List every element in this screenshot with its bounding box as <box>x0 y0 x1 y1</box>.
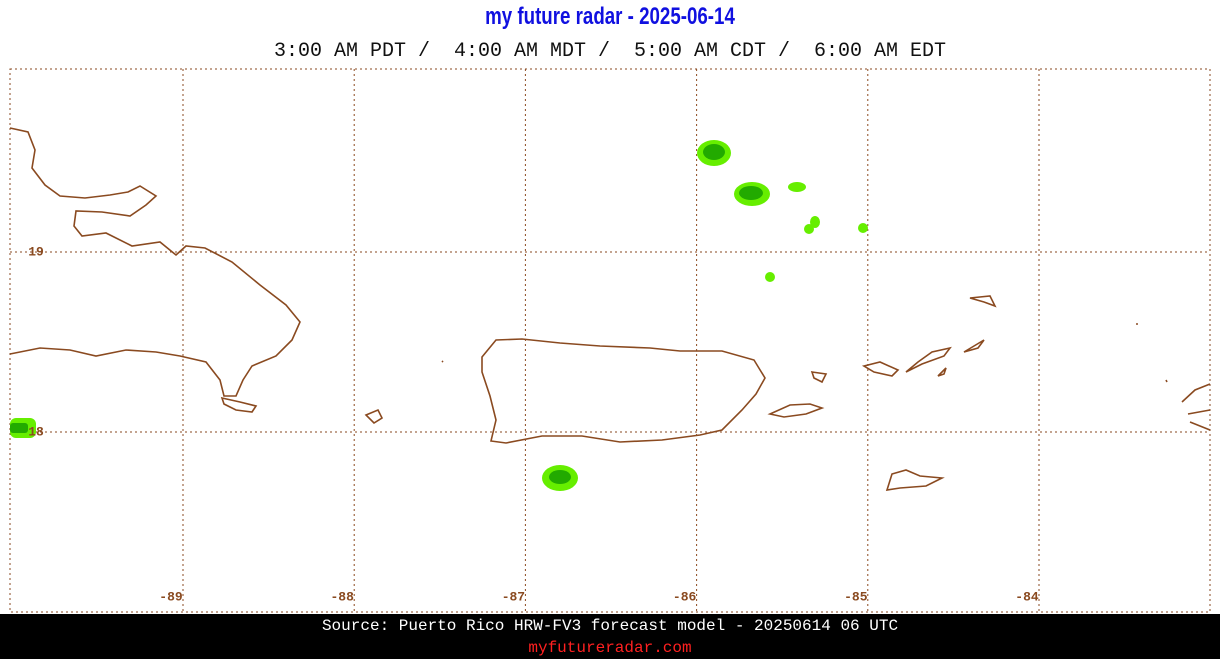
radar-echo <box>804 224 814 234</box>
longitude-label: -85 <box>844 589 868 604</box>
vieques <box>767 403 825 418</box>
site-url: myfutureradar.com <box>528 639 692 657</box>
hispaniola <box>9 127 301 397</box>
radar-echo <box>739 186 763 200</box>
east-islands <box>441 323 1211 431</box>
grid <box>9 68 1211 613</box>
mona <box>364 408 384 425</box>
map-border <box>9 68 1211 613</box>
latitude-label: 19 <box>28 244 44 259</box>
puerto-rico <box>481 338 766 444</box>
saona <box>220 396 258 413</box>
longitude-label: -88 <box>330 589 354 604</box>
radar <box>10 140 868 491</box>
footer: Source: Puerto Rico HRW-FV3 forecast mod… <box>0 614 1220 659</box>
longitude-label: -87 <box>502 589 525 604</box>
radar-echo <box>858 223 868 233</box>
radar-echo <box>549 470 571 484</box>
longitude-label: -89 <box>159 589 183 604</box>
radar-echo <box>703 144 725 160</box>
st-croix <box>885 469 945 491</box>
coastlines <box>9 127 1211 491</box>
grid-labels: -89 -88 -87 -86 -85 -84 19 18 <box>28 244 1039 604</box>
radar-echo <box>810 216 820 228</box>
tortola <box>905 339 985 377</box>
latitude-label: 18 <box>28 424 44 439</box>
radar-echo <box>788 182 806 192</box>
longitude-label: -84 <box>1015 589 1039 604</box>
source: Source: Puerto Rico HRW-FV3 forecast mod… <box>321 617 899 635</box>
map: -89 -88 -87 -86 -85 -84 19 18 <box>9 68 1211 613</box>
st-thomas <box>861 361 900 377</box>
radar-echo <box>765 272 775 282</box>
radar-echo <box>10 423 28 433</box>
culebra <box>810 371 828 384</box>
anegada <box>969 295 997 308</box>
title: my future radar - 2025-06-14 <box>485 3 735 30</box>
longitude-label: -86 <box>673 589 697 604</box>
time-zones: 3:00 AM PDT / 4:00 AM MDT / 5:00 AM CDT … <box>273 40 947 63</box>
